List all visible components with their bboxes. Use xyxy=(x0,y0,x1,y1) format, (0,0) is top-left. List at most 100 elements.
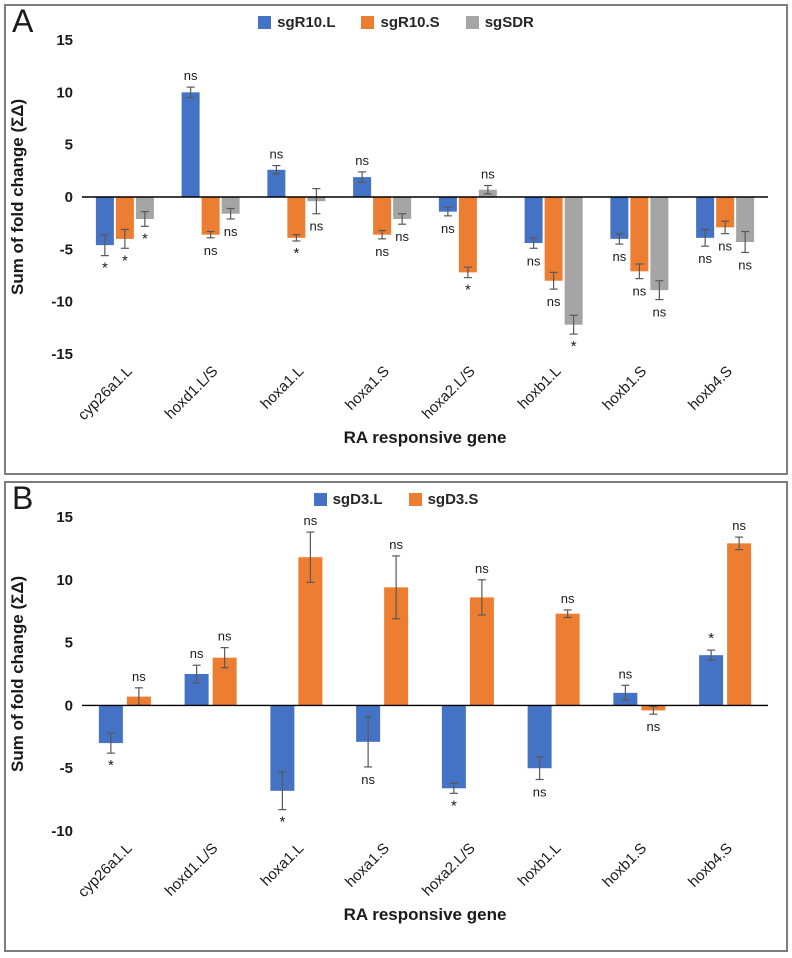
legend-item: sgR10.S xyxy=(361,14,440,31)
significance-label: ns xyxy=(647,719,661,734)
significance-label: ns xyxy=(732,518,746,533)
bar xyxy=(267,169,286,197)
significance-label: ns xyxy=(533,785,547,800)
x-category-label: hoxb4.S xyxy=(685,363,736,414)
y-tick-label: 0 xyxy=(65,697,73,714)
significance-label: * xyxy=(108,757,114,774)
significance-label: ns xyxy=(653,305,667,320)
bar xyxy=(610,197,629,239)
bar xyxy=(201,197,220,235)
significance-label: ns xyxy=(698,251,712,266)
significance-label: ns xyxy=(375,244,389,259)
bar xyxy=(458,197,477,273)
bar xyxy=(524,197,543,244)
y-tick-label: 0 xyxy=(65,189,73,206)
significance-label: * xyxy=(142,230,148,247)
bar xyxy=(393,197,412,219)
significance-label: * xyxy=(293,245,299,262)
significance-label: ns xyxy=(441,221,455,236)
panel-a-y-axis-title: Sum of fold change (ΣΔ) xyxy=(8,98,27,296)
panel-b-x-axis-title: RA responsive gene xyxy=(343,905,507,924)
bar xyxy=(650,197,669,291)
significance-label: * xyxy=(102,260,108,277)
legend-label: sgR10.L xyxy=(277,14,336,31)
legend-item: sgD3.L xyxy=(313,491,383,508)
bar xyxy=(727,543,752,706)
legend-label: sgR10.S xyxy=(380,14,440,31)
significance-label: ns xyxy=(613,249,627,264)
y-tick-label: -15 xyxy=(51,346,73,363)
significance-label: * xyxy=(708,630,714,647)
x-category-label: hoxb1.S xyxy=(599,840,650,891)
bar xyxy=(716,197,735,228)
bar xyxy=(438,197,457,212)
panel-b: -10 -5 0 5 10 15 * ns * ns * ns ns * ns ns ns ns ns ns ns ns c… xyxy=(4,480,788,952)
bar xyxy=(181,92,200,197)
panel-b-bar-chart: -10-5051015*ns*ns*nsns*nsnsnsnsnsnsnsnsc… xyxy=(51,509,768,901)
panel-a-x-axis-title: RA responsive gene xyxy=(343,428,507,447)
significance-label: * xyxy=(465,282,471,299)
x-category-label: hoxd1.L/S xyxy=(162,840,222,900)
significance-label: ns xyxy=(527,253,541,268)
significance-label: ns xyxy=(633,284,647,299)
significance-label: ns xyxy=(218,629,232,644)
bar xyxy=(353,177,372,197)
significance-label: * xyxy=(451,797,457,814)
significance-label: * xyxy=(122,252,128,269)
figure: -15 -10 -5 0 5 10 15 * ns ns ns ns ns ns ns * ns * ns * ns ns… xyxy=(0,3,792,952)
significance-label: ns xyxy=(304,513,318,528)
x-category-label: hoxb1.L xyxy=(515,840,565,890)
y-tick-label: 15 xyxy=(56,509,73,526)
legend-label: sgD3.S xyxy=(427,491,479,508)
significance-label: ns xyxy=(184,68,198,83)
legend-swatch xyxy=(361,16,375,29)
bar xyxy=(287,197,306,238)
legend-label: sgSDR xyxy=(484,14,534,31)
x-category-label: hoxb1.L xyxy=(515,363,565,413)
legend-swatch xyxy=(408,493,422,506)
y-tick-label: 5 xyxy=(65,635,73,652)
panel-b-legend: sgD3.L sgD3.S xyxy=(6,491,786,508)
y-tick-label: 10 xyxy=(56,572,73,589)
y-tick-label: -10 xyxy=(51,823,73,840)
x-category-label: hoxb1.S xyxy=(599,363,650,414)
significance-label: ns xyxy=(619,666,633,681)
significance-label: ns xyxy=(475,561,489,576)
bar xyxy=(630,197,649,272)
y-tick-label: -5 xyxy=(60,241,73,258)
significance-label: ns xyxy=(270,147,284,162)
legend-swatch xyxy=(465,16,479,29)
bar xyxy=(699,655,724,706)
bar xyxy=(221,197,240,214)
x-category-label: cyp26a1.L xyxy=(75,363,136,424)
y-tick-label: -10 xyxy=(51,294,73,311)
bar xyxy=(555,613,580,706)
panel-a-letter: A xyxy=(12,3,34,39)
legend-item: sgR10.L xyxy=(258,14,335,31)
y-tick-label: -5 xyxy=(60,760,73,777)
significance-label: ns xyxy=(481,166,495,181)
bar xyxy=(544,197,563,281)
bar xyxy=(696,197,715,238)
bar xyxy=(736,197,755,243)
panel-b-letter: B xyxy=(12,480,34,516)
y-tick-label: 15 xyxy=(56,32,73,49)
legend-item: sgSDR xyxy=(465,14,534,31)
panel-a: -15 -10 -5 0 5 10 15 * ns ns ns ns ns ns ns * ns * ns * ns ns… xyxy=(4,3,788,475)
bar xyxy=(95,197,114,246)
significance-label: * xyxy=(571,338,577,355)
x-category-label: hoxa1.S xyxy=(342,363,393,414)
significance-label: ns xyxy=(224,224,238,239)
x-category-label: hoxa2.L/S xyxy=(419,363,479,423)
significance-label: ns xyxy=(389,537,403,552)
significance-label: ns xyxy=(310,219,324,234)
legend-swatch xyxy=(313,493,327,506)
bar xyxy=(373,197,392,235)
x-category-label: hoxa2.L/S xyxy=(419,840,479,900)
bar xyxy=(135,197,154,219)
legend-label: sgD3.L xyxy=(332,491,383,508)
x-category-label: cyp26a1.L xyxy=(75,840,136,901)
x-category-label: hoxa1.L xyxy=(257,363,307,413)
significance-label: ns xyxy=(204,243,218,258)
